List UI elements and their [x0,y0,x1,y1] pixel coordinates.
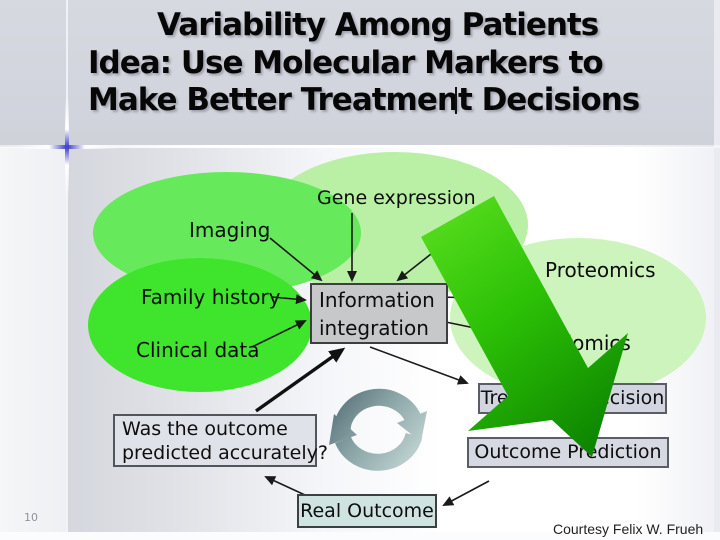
ellipse-family-clinical [88,258,312,392]
label-proteomics: Proteomics [545,258,656,282]
cycle-left-arrowhead [329,414,357,445]
cycle-bottom-arc [335,432,423,471]
slide-subtitle-line-1: Idea: Use Molecular Markers to [88,45,604,81]
label-family-history: Family history [141,285,281,309]
page-number: 10 [24,511,38,524]
credit-text: Courtesy Felix W. Frueh [553,521,704,537]
box-real-outcome: Real Outcome [297,494,437,528]
guides-crosshair [65,97,69,197]
label-metabolomics: Metabolomics [492,331,631,355]
slide-subtitle-line-2: Make Better Treatment Decisions [88,82,640,118]
bottom-edge-strip [0,532,720,540]
label-imaging: Imaging [189,218,271,242]
slide-title: Variability Among Patients [157,7,599,43]
label-gene-expression: Gene expression [317,187,476,209]
box-treatment-decision: Treatment Decision [478,383,667,414]
box-was-outcome-line2: predicted accurately? [122,442,328,464]
cycle-arrows-icon [329,388,427,471]
box-information-integration-line2: integration [319,316,429,340]
box-was-outcome: Was the outcome predicted accurately? [113,414,328,467]
horizontal-guide-line [0,145,720,148]
box-was-outcome-line1: Was the outcome [122,418,288,440]
label-clinical-data: Clinical data [136,338,260,362]
right-edge-strip [714,0,720,540]
box-information-integration-line1: Information [319,288,435,312]
box-outcome-prediction: Outcome Prediction [467,437,669,468]
cycle-top-arc [333,388,421,434]
left-margin [0,147,67,532]
box-information-integration: Information integration [310,283,448,344]
title-band [0,0,714,147]
vertical-guide-line [66,0,68,532]
cycle-right-arrowhead [397,411,427,442]
text-cursor [455,87,457,114]
